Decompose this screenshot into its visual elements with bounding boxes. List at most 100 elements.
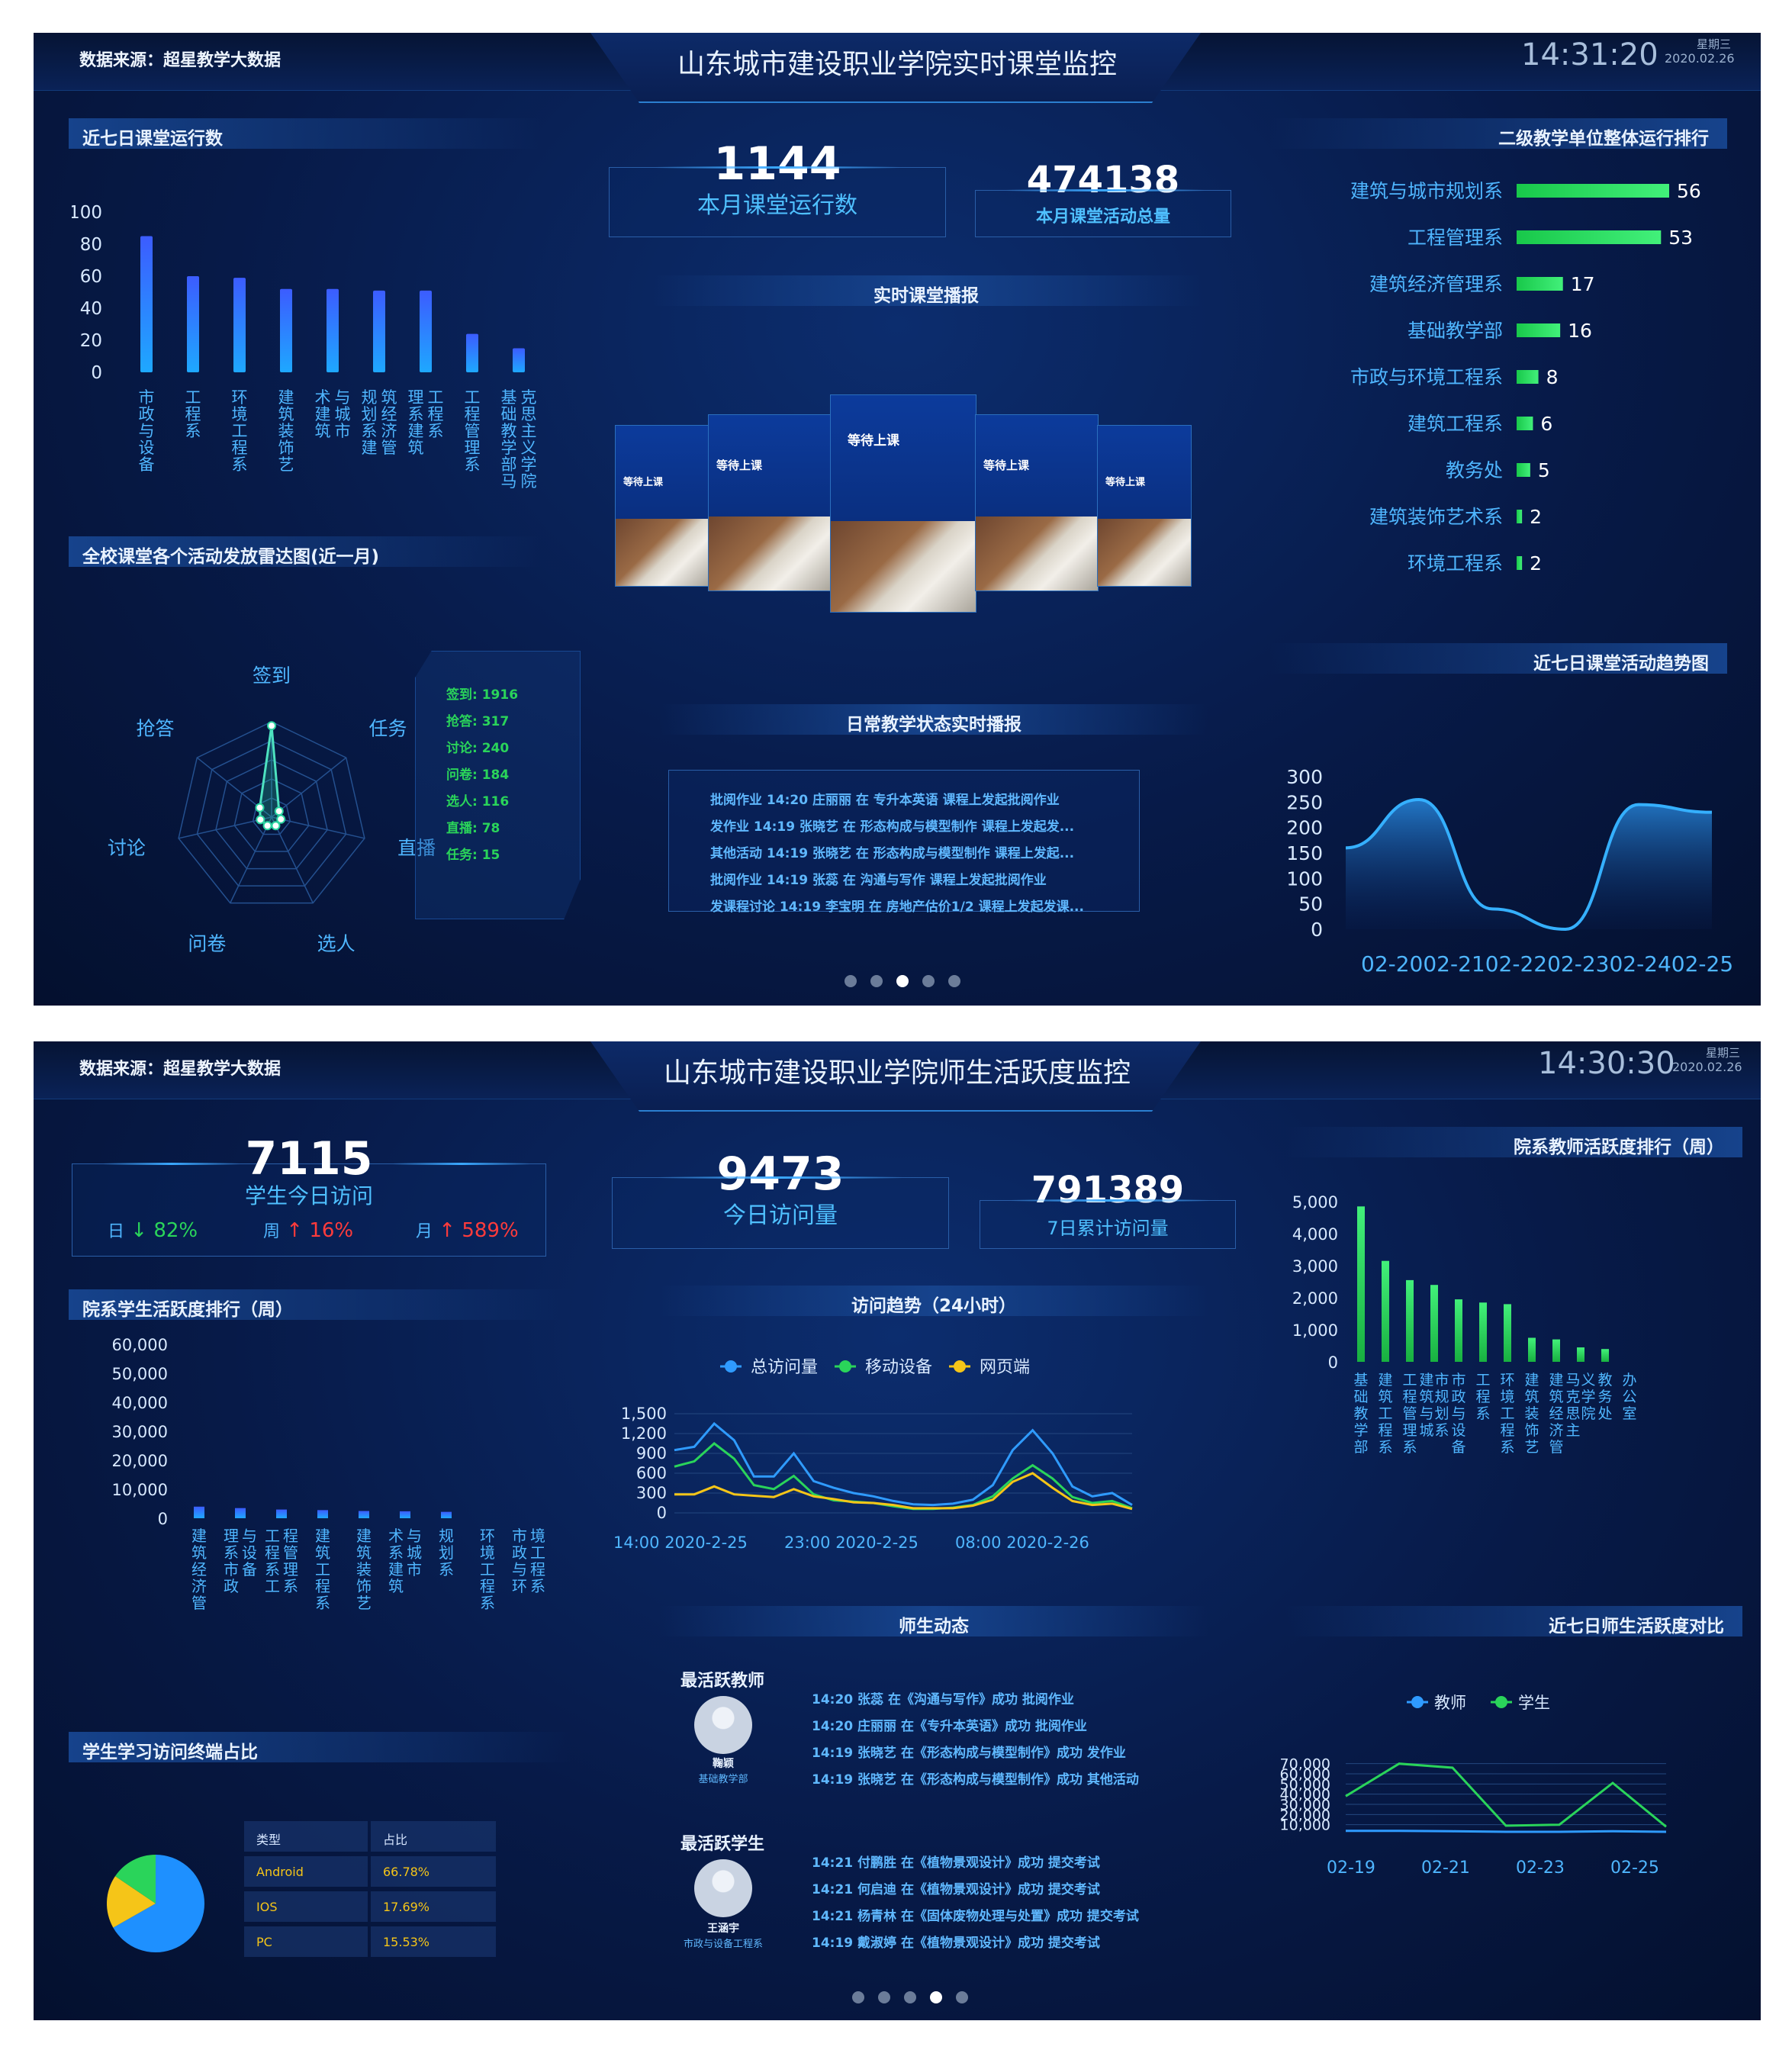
x-tick-label: 经 [191, 1560, 207, 1579]
x-tick-label: 备 [1451, 1439, 1465, 1456]
carousel-dot[interactable] [948, 975, 960, 987]
carousel-dot[interactable] [870, 975, 883, 987]
x-tick-label: 筑 [1549, 1389, 1563, 1405]
x-tick-label: 备 [242, 1560, 257, 1579]
student-activity-bar-chart: 60,00050,00040,00030,00020,00010,0000建筑经… [112, 1336, 545, 1612]
teacher-avatar[interactable] [694, 1696, 752, 1754]
x-tick-label: 艺 [278, 455, 294, 474]
weekday: 星期三 [1697, 37, 1732, 51]
y-tick-label: 3,000 [1292, 1257, 1338, 1276]
carousel-dot-active[interactable] [930, 1991, 942, 2003]
stat-today-visits: 9473 今日访问量 [612, 1147, 949, 1249]
x-tick-label: 与 [512, 1560, 527, 1579]
legend-label: 总访问量 [751, 1358, 818, 1377]
stat-monthly-activities: 474138 本月课堂活动总量 [975, 159, 1231, 237]
section-title: 学生学习访问终端占比 [82, 1743, 258, 1762]
header-title-frame [590, 33, 1201, 103]
section-title: 院系学生活跃度排行（周） [82, 1300, 293, 1320]
x-tick-label: 政 [512, 1543, 527, 1562]
radar-axis-label: 讨论 [108, 837, 146, 859]
table-header-share: 占比 [383, 1833, 408, 1847]
class-card-featured[interactable]: 等待上课 [830, 394, 976, 613]
x-tick-label: 与 [1451, 1405, 1465, 1422]
bar [1552, 1339, 1560, 1362]
x-tick-label: 规 [439, 1527, 454, 1545]
stat-accent [1011, 1199, 1209, 1202]
table-row: IOS 17.69% [244, 1891, 496, 1925]
class-card[interactable]: 等待上课 [708, 414, 832, 591]
x-tick-label: 工 [232, 422, 248, 440]
bar [359, 1511, 369, 1518]
student-avatar[interactable] [694, 1859, 752, 1917]
student-today-visits: 7115 学生今日访问 日 ↓ 82% 周 ↑ 16% 月 ↑ 589% [72, 1132, 546, 1257]
x-tick-label: 市 [335, 422, 351, 440]
carousel-dot[interactable] [904, 1991, 916, 2003]
stat-label: 学生今日访问 [244, 1183, 373, 1208]
radar-grid [215, 759, 328, 870]
x-tick-label: 饰 [1524, 1422, 1539, 1439]
x-tick-label: 室 [1622, 1405, 1636, 1422]
x-tick-label: 工 [265, 1577, 280, 1595]
ranking-category-label: 市政与环境工程系 [1350, 366, 1503, 388]
x-tick-label: 基 [1353, 1372, 1368, 1389]
legend-marker [1411, 1696, 1424, 1708]
x-tick-label: 建 [388, 1560, 404, 1579]
carousel-dot-active[interactable] [896, 975, 909, 987]
carousel-dot[interactable] [956, 1991, 968, 2003]
date: 2020.02.26 [1665, 51, 1735, 66]
x-tick-label: 与 [335, 388, 351, 407]
x-tick-label: 14:00 2020-2-25 [613, 1533, 748, 1552]
legend-label: 移动设备 [865, 1358, 932, 1377]
x-tick-label: 02-2002-2102-2202-2302-2402-25 [1361, 951, 1733, 977]
ranking-category-label: 建筑装饰艺术系 [1369, 506, 1503, 528]
student-feed: 14:21 付鹏胜 在《植物景观设计》成功 提交考试 14:21 何启迪 在《植… [812, 1850, 1139, 1957]
x-tick-label: 程 [480, 1577, 495, 1595]
x-tick-label: 系 [388, 1543, 404, 1562]
legend-marker [1495, 1696, 1507, 1708]
page-title: 山东城市建设职业学院师生活跃度监控 [663, 1057, 1131, 1089]
x-tick-label: 筑 [408, 439, 424, 457]
x-tick-label: 部 [1353, 1439, 1368, 1456]
page-title: 山东城市建设职业学院实时课堂监控 [677, 49, 1117, 80]
class-card[interactable]: 等待上课 [615, 425, 709, 587]
x-tick-label: 程 [315, 1577, 330, 1595]
feed-item: 14:19 张晓艺 在《形态构成与模型制作》成功 发作业 [812, 1746, 1126, 1761]
radar-legend-item: 讨论: 240 [446, 741, 510, 756]
x-tick-label: 工 [1378, 1405, 1392, 1422]
x-tick-label: 与 [407, 1527, 422, 1545]
series-line [1346, 1830, 1667, 1833]
carousel-dot[interactable] [845, 975, 857, 987]
section-header-terminal: 学生学习访问终端占比 [69, 1732, 572, 1762]
stat-monthly-classes: 1144 本月课堂运行数 [609, 137, 946, 237]
x-tick-label: 环 [512, 1577, 527, 1595]
bar [140, 236, 153, 372]
feed-item: 批阅作业 14:20 庄丽丽 在 专升本英语 课程上发起批阅作业 [710, 793, 1060, 808]
x-tick-label: 备 [139, 455, 155, 474]
stat-value: 791389 [1031, 1169, 1185, 1212]
ranking-bar [1517, 323, 1561, 337]
active-teacher-heading: 最活跃教师 [680, 1672, 765, 1691]
feed-item: 14:20 庄丽丽 在《专升本英语》成功 批阅作业 [812, 1719, 1087, 1734]
x-tick-label: 规 [362, 388, 378, 407]
y-tick-label: 20,000 [112, 1452, 168, 1470]
x-tick-label: 政 [224, 1577, 239, 1595]
class-card[interactable]: 等待上课 [1097, 425, 1192, 587]
x-tick-label: 理 [465, 439, 481, 457]
x-tick-label: 设 [242, 1543, 257, 1562]
stat-label: 本月课堂活动总量 [1035, 208, 1170, 227]
clock-time: 14:31:20 [1521, 37, 1658, 72]
carousel-dot[interactable] [852, 1991, 864, 2003]
y-tick-label: 30,000 [112, 1423, 168, 1441]
x-tick-label: 系 [265, 1560, 280, 1579]
ranking-bar [1517, 417, 1533, 430]
carousel-dot[interactable] [922, 975, 935, 987]
x-tick-label: 济 [191, 1577, 207, 1595]
carousel-dot[interactable] [878, 1991, 890, 2003]
x-tick-label: 饰 [278, 439, 294, 457]
y-tick-label: 40,000 [112, 1394, 168, 1412]
class-card[interactable]: 等待上课 [975, 414, 1099, 591]
x-tick-label: 济 [1549, 1422, 1563, 1439]
y-tick-label: 60,000 [112, 1336, 168, 1354]
x-tick-label: 建 [1378, 1372, 1392, 1389]
x-tick-label: 术 [315, 388, 331, 407]
